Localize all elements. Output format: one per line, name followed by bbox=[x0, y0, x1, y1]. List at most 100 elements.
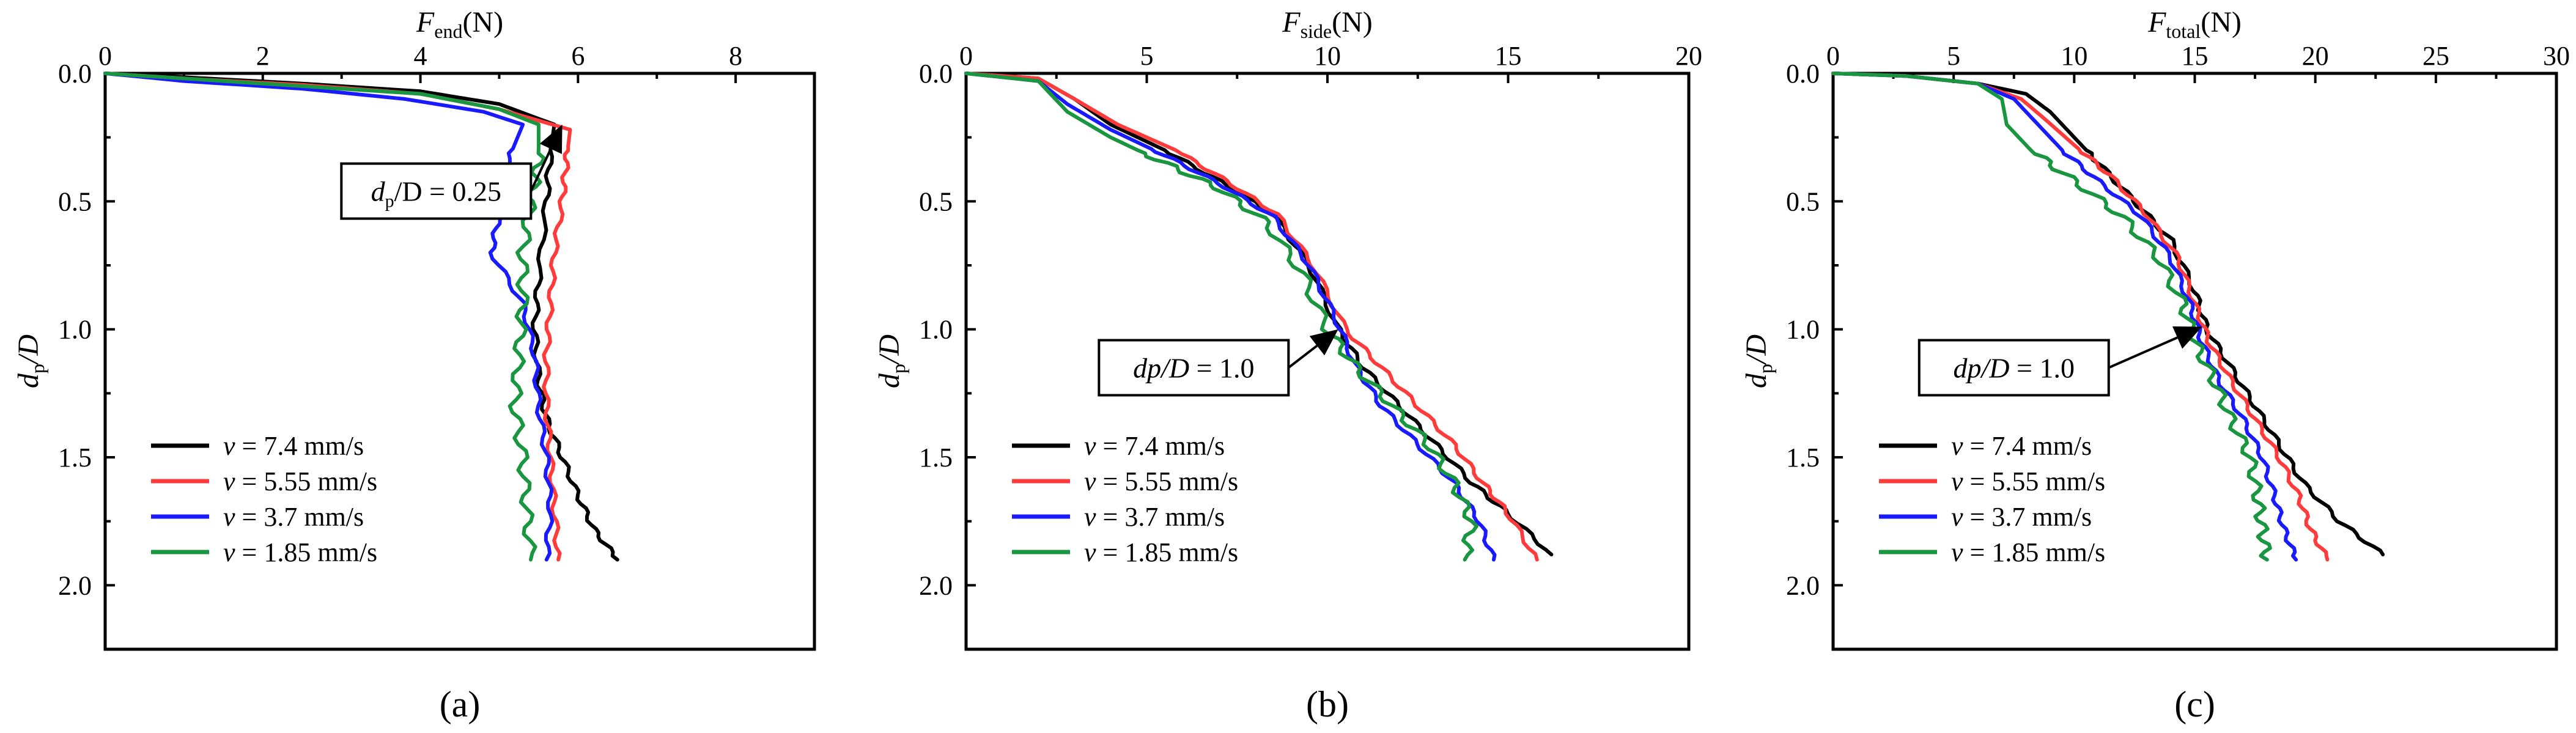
panel-label: (a) bbox=[440, 684, 481, 724]
x-tick-label: 0 bbox=[98, 41, 112, 71]
y-tick-label: 0.5 bbox=[58, 186, 92, 216]
x-axis-title-unit: (N) bbox=[2201, 6, 2242, 39]
legend-label: = 7.4 mm/s bbox=[1096, 431, 1225, 461]
y-tick-label: 1.0 bbox=[919, 315, 953, 345]
legend-entry: v = 7.4 mm/s bbox=[1951, 431, 2092, 461]
legend-var: v bbox=[1084, 502, 1096, 532]
x-tick-label: 10 bbox=[1314, 41, 1341, 71]
y-axis-title-main: d bbox=[1740, 373, 1773, 388]
legend-entry: v = 5.55 mm/s bbox=[1951, 466, 2105, 496]
legend-var: v bbox=[1951, 502, 1963, 532]
legend-label: = 1.85 mm/s bbox=[1096, 537, 1239, 567]
y-tick-label: 1.0 bbox=[1786, 315, 1820, 345]
annotation-arrow-head bbox=[2172, 326, 2202, 349]
series-line-v-5-55 bbox=[1831, 72, 2330, 562]
y-axis-title: dp/D bbox=[873, 334, 909, 388]
x-tick-label: 5 bbox=[1947, 41, 1960, 71]
y-axis-title-main: d bbox=[12, 373, 45, 388]
chart-panel-c: 0 5 10 15 20 25 30 0.0 0.5 1.0 1.5 2.0 Ftotal(N) dp/D… bbox=[1740, 6, 2570, 724]
legend-entry: v = 3.7 mm/s bbox=[1084, 502, 1225, 532]
x-axis-title: Ftotal(N) bbox=[2147, 6, 2242, 42]
y-axis-title-rest: /D bbox=[873, 334, 906, 366]
series-line-v-7-4 bbox=[103, 72, 619, 562]
legend-var: v bbox=[223, 466, 235, 496]
y-tick-label: 0.0 bbox=[919, 59, 953, 89]
series-line-v-7-4 bbox=[1831, 72, 2385, 557]
legend-label: = 5.55 mm/s bbox=[1096, 466, 1239, 496]
legend-entry: v = 7.4 mm/s bbox=[223, 431, 364, 461]
y-axis-title: dp/D bbox=[12, 334, 48, 388]
x-tick-label: 20 bbox=[1675, 41, 1702, 71]
annotation-arrow-shaft bbox=[2108, 336, 2178, 369]
x-tick-label: 5 bbox=[1140, 41, 1154, 71]
x-axis-title-sub: total bbox=[2166, 20, 2201, 42]
annotation-sub: p bbox=[385, 191, 394, 212]
x-axis-title-unit: (N) bbox=[462, 6, 503, 39]
legend-entry: v = 1.85 mm/s bbox=[223, 537, 377, 567]
x-axis-title: Fend(N) bbox=[416, 6, 503, 42]
x-tick-label: 0 bbox=[1826, 41, 1840, 71]
x-tick-label: 15 bbox=[1495, 41, 1522, 71]
x-axis-title-sub: end bbox=[434, 20, 462, 42]
legend-var: v bbox=[1951, 431, 1963, 461]
y-tick-label: 2.0 bbox=[58, 570, 92, 600]
annotation-main: dp/D bbox=[1133, 352, 1189, 383]
annotation-rest: = 1.0 bbox=[1189, 352, 1254, 383]
y-axis-title: dp/D bbox=[1740, 334, 1776, 388]
series-line-v-1-85 bbox=[1831, 72, 2272, 562]
legend-entry: v = 5.55 mm/s bbox=[223, 466, 377, 496]
legend-label: = 3.7 mm/s bbox=[1963, 502, 2092, 532]
legend-var: v bbox=[1951, 466, 1963, 496]
legend-var: v bbox=[1951, 537, 1963, 567]
x-axis-title-sub: side bbox=[1301, 20, 1332, 42]
x-axis-title-main: F bbox=[2147, 6, 2166, 39]
x-tick-label: 0 bbox=[959, 41, 973, 71]
x-axis-title-main: F bbox=[416, 6, 435, 39]
y-axis-title-rest: /D bbox=[1740, 334, 1773, 366]
annotation-rest: /D = 0.25 bbox=[394, 176, 501, 207]
x-axis-title-unit: (N) bbox=[1332, 6, 1373, 39]
x-tick-label: 20 bbox=[2302, 41, 2329, 71]
y-tick-label: 1.5 bbox=[58, 443, 92, 473]
y-tick-label: 0.0 bbox=[58, 59, 92, 89]
x-tick-label: 2 bbox=[256, 41, 270, 71]
y-axis-title-sub: p bbox=[887, 364, 909, 374]
annotation-text: dp/D = 1.0 bbox=[1133, 352, 1254, 383]
legend-label: = 3.7 mm/s bbox=[235, 502, 364, 532]
legend-var: v bbox=[1084, 466, 1096, 496]
annotation-box bbox=[1917, 339, 2110, 397]
y-tick-label: 1.5 bbox=[1786, 443, 1820, 473]
y-tick-label: 0.5 bbox=[919, 186, 953, 216]
plot-frame bbox=[103, 72, 816, 651]
legend-label: = 3.7 mm/s bbox=[1096, 502, 1225, 532]
x-tick-label: 8 bbox=[729, 41, 742, 71]
annotation-text: dp/D = 1.0 bbox=[1954, 352, 2075, 383]
plot-frame bbox=[964, 72, 1691, 651]
annotation-arrow-head bbox=[1309, 329, 1338, 356]
x-tick-label: 15 bbox=[2182, 41, 2209, 71]
x-axis-title: Fside(N) bbox=[1282, 6, 1373, 42]
legend-label: = 7.4 mm/s bbox=[235, 431, 364, 461]
annotation-arrow-shaft bbox=[1288, 344, 1318, 369]
x-tick-label: 10 bbox=[2061, 41, 2087, 71]
legend-label: = 1.85 mm/s bbox=[1963, 537, 2106, 567]
x-tick-label: 4 bbox=[414, 41, 427, 71]
chart-panel-b: 0 5 10 15 20 0.0 0.5 1.0 1.5 2.0 Fside(N) dp/D v = 7… bbox=[873, 6, 1702, 724]
legend-label: = 7.4 mm/s bbox=[1963, 431, 2092, 461]
y-tick-label: 0.5 bbox=[1786, 186, 1820, 216]
y-axis-title-sub: p bbox=[26, 364, 48, 374]
annotation-arrow-shaft bbox=[530, 148, 552, 192]
legend-var: v bbox=[1084, 431, 1096, 461]
legend-label: = 1.85 mm/s bbox=[235, 537, 378, 567]
y-tick-label: 0.0 bbox=[1786, 59, 1820, 89]
y-axis-title-main: d bbox=[873, 373, 906, 388]
annotation-rest: = 1.0 bbox=[2010, 352, 2075, 383]
legend-entry: v = 5.55 mm/s bbox=[1084, 466, 1238, 496]
series-line-v-5-55 bbox=[964, 72, 1539, 562]
annotation-box bbox=[1098, 339, 1290, 397]
series-line-v-1-85 bbox=[964, 72, 1478, 562]
legend-entry: v = 1.85 mm/s bbox=[1084, 537, 1238, 567]
panel-label: (b) bbox=[1306, 684, 1349, 724]
annotation-box bbox=[340, 162, 533, 220]
